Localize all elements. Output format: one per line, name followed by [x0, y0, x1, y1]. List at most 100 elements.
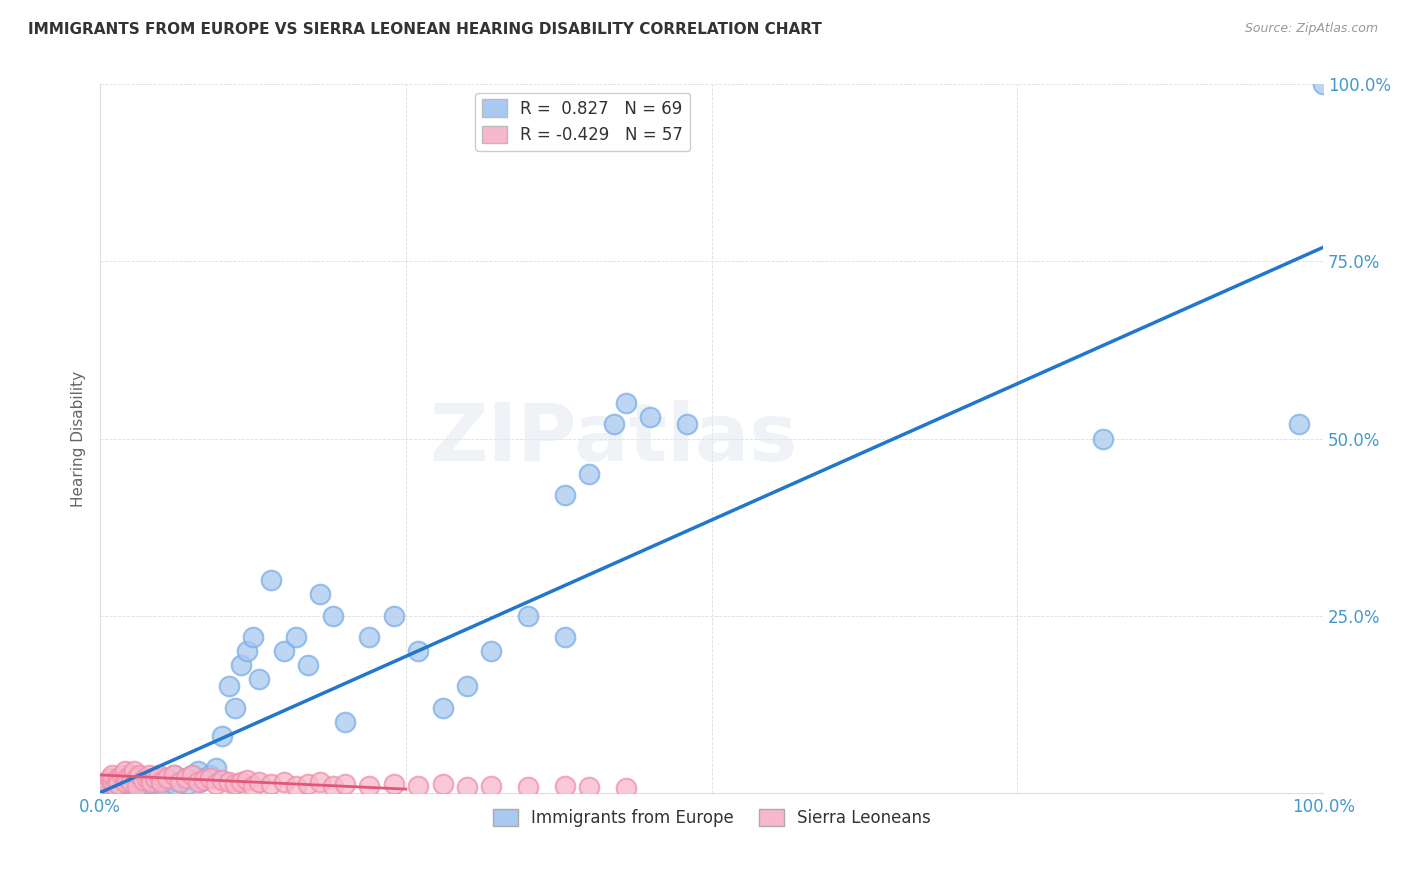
- Text: ZIPatlas: ZIPatlas: [430, 400, 799, 477]
- Point: [132, 780, 155, 794]
- Point: [554, 779, 576, 793]
- Point: [114, 782, 136, 797]
- Point: [242, 630, 264, 644]
- Point: [111, 780, 134, 794]
- Point: [132, 775, 155, 789]
- Point: [125, 772, 148, 786]
- Point: [111, 768, 134, 782]
- Point: [432, 777, 454, 791]
- Point: [247, 775, 270, 789]
- Text: Source: ZipAtlas.com: Source: ZipAtlas.com: [1244, 22, 1378, 36]
- Point: [187, 775, 209, 789]
- Point: [124, 779, 146, 793]
- Point: [382, 777, 405, 791]
- Point: [359, 630, 381, 644]
- Point: [141, 775, 163, 789]
- Point: [481, 644, 503, 658]
- Point: [162, 768, 184, 782]
- Point: [128, 772, 150, 786]
- Point: [554, 630, 576, 644]
- Legend: Immigrants from Europe, Sierra Leoneans: Immigrants from Europe, Sierra Leoneans: [486, 803, 938, 834]
- Point: [321, 779, 343, 793]
- Point: [187, 764, 209, 779]
- Point: [169, 775, 191, 789]
- Point: [101, 782, 124, 797]
- Point: [180, 768, 202, 782]
- Point: [1312, 78, 1334, 92]
- Point: [1091, 432, 1114, 446]
- Point: [143, 772, 166, 786]
- Point: [260, 777, 283, 791]
- Point: [260, 573, 283, 587]
- Point: [200, 768, 222, 782]
- Point: [229, 658, 252, 673]
- Point: [284, 630, 307, 644]
- Point: [236, 772, 259, 787]
- Point: [98, 772, 121, 786]
- Point: [152, 780, 174, 794]
- Point: [115, 772, 138, 786]
- Point: [120, 775, 142, 789]
- Point: [224, 777, 246, 791]
- Point: [107, 772, 129, 786]
- Point: [114, 775, 136, 789]
- Point: [284, 779, 307, 793]
- Point: [150, 772, 173, 786]
- Point: [242, 779, 264, 793]
- Point: [205, 777, 228, 791]
- Point: [406, 779, 429, 793]
- Point: [614, 781, 637, 796]
- Point: [211, 729, 233, 743]
- Point: [98, 779, 121, 793]
- Point: [603, 417, 626, 432]
- Point: [125, 779, 148, 793]
- Point: [614, 396, 637, 410]
- Point: [177, 777, 200, 791]
- Point: [1288, 417, 1310, 432]
- Point: [578, 467, 600, 481]
- Point: [169, 775, 191, 789]
- Point: [107, 779, 129, 793]
- Point: [218, 680, 240, 694]
- Point: [193, 772, 215, 787]
- Point: [135, 772, 157, 786]
- Point: [96, 782, 118, 797]
- Point: [200, 772, 222, 786]
- Point: [120, 775, 142, 789]
- Point: [138, 772, 160, 787]
- Point: [156, 772, 179, 787]
- Point: [229, 775, 252, 789]
- Point: [297, 658, 319, 673]
- Point: [174, 772, 197, 786]
- Point: [224, 700, 246, 714]
- Point: [107, 777, 129, 791]
- Point: [481, 779, 503, 793]
- Point: [120, 768, 142, 782]
- Point: [456, 680, 478, 694]
- Point: [333, 714, 356, 729]
- Point: [115, 777, 138, 791]
- Point: [114, 779, 136, 793]
- Point: [309, 775, 332, 789]
- Point: [96, 775, 118, 789]
- Point: [174, 772, 197, 786]
- Point: [125, 782, 148, 797]
- Point: [297, 777, 319, 791]
- Point: [273, 644, 295, 658]
- Point: [517, 780, 540, 794]
- Point: [101, 775, 124, 789]
- Point: [156, 772, 179, 786]
- Point: [247, 673, 270, 687]
- Point: [143, 775, 166, 789]
- Point: [101, 768, 124, 782]
- Point: [148, 768, 170, 782]
- Point: [517, 608, 540, 623]
- Point: [578, 780, 600, 794]
- Point: [333, 777, 356, 791]
- Point: [382, 608, 405, 623]
- Point: [406, 644, 429, 658]
- Point: [205, 761, 228, 775]
- Point: [236, 644, 259, 658]
- Point: [132, 772, 155, 787]
- Point: [125, 775, 148, 789]
